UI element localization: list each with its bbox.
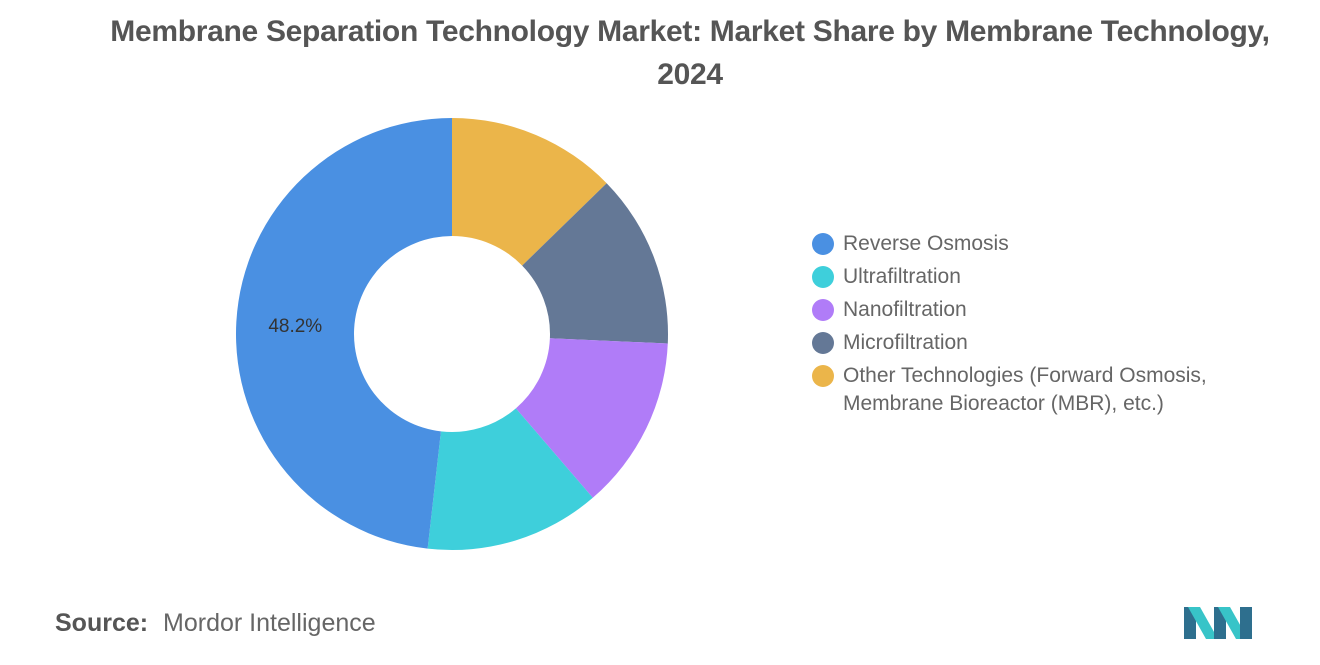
donut-slice-nanofiltration[interactable] [515,338,668,498]
legend-item-nanofiltration[interactable]: Nanofiltration [812,296,1282,324]
source-label: Source: [55,609,149,637]
donut-slice-ultrafiltration[interactable] [427,408,593,550]
legend-swatch-other-technologies [812,365,834,387]
donut-slice-other[interactable] [452,118,607,266]
donut-chart: 48.2% [235,118,668,550]
legend-label: Other Technologies (Forward Osmosis, Mem… [843,364,1207,415]
legend-item-other-technologies[interactable]: Other Technologies (Forward Osmosis, Mem… [812,362,1282,418]
donut-slices [235,118,668,550]
legend-item-ultrafiltration[interactable]: Ultrafiltration [812,263,1282,291]
mordor-intelligence-logo-icon [1184,607,1252,639]
source-note: Source: Mordor Intelligence [55,609,376,638]
legend-swatch-nanofiltration [812,299,834,321]
legend-swatch-reverse-osmosis [812,233,834,255]
legend-item-reverse-osmosis[interactable]: Reverse Osmosis [812,230,1282,258]
legend-label: Nanofiltration [843,298,967,321]
logo-left-diagonal [1188,607,1218,639]
legend-label: Reverse Osmosis [843,232,1009,255]
donut-data-labels: 48.2% [268,316,322,337]
chart-legend: Reverse Osmosis Ultrafiltration Nanofilt… [812,230,1282,423]
donut-slice-microfiltration[interactable] [522,183,668,344]
legend-item-microfiltration[interactable]: Microfiltration [812,329,1282,357]
logo-right-leg [1240,607,1252,639]
legend-label: Ultrafiltration [843,265,961,288]
data-label-reverse: 48.2% [268,316,322,337]
source-value: Mordor Intelligence [163,609,376,637]
chart-title: Membrane Separation Technology Market: M… [110,15,1270,91]
legend-label: Microfiltration [843,331,968,354]
legend-swatch-microfiltration [812,332,834,354]
donut-slice-reverse[interactable] [235,118,452,549]
legend-swatch-ultrafiltration [812,266,834,288]
